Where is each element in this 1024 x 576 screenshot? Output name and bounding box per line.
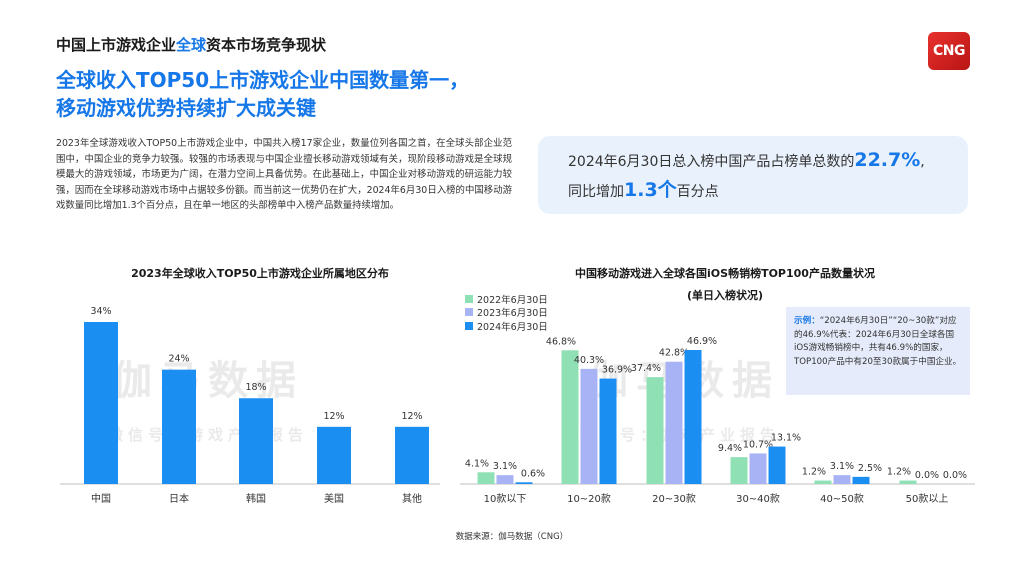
chart2-bar-4-2 [852, 476, 870, 484]
chart2-bar-1-2 [599, 378, 617, 484]
chart2-value-label-3-2: 13.1% [771, 433, 801, 444]
chart2-bar-2-1 [665, 361, 683, 484]
chart2-value-label-5-1: 0.0% [915, 470, 939, 481]
chart2-value-label-5-0: 1.2% [887, 467, 911, 478]
chart1-category-4: 其他 [402, 492, 422, 505]
chart1-title: 2023年全球收入TOP50上市游戏企业所属地区分布 [131, 267, 389, 280]
headline: 全球收入TOP50上市游戏企业中国数量第一， 移动游戏优势持续扩大成关键 [56, 66, 469, 122]
watermark-main-left: 伽马数据 [112, 358, 304, 404]
chart2-bar-3-1 [749, 453, 767, 484]
chart2-value-label-1-0: 46.8% [546, 336, 576, 347]
chart2-bar-2-2 [684, 350, 702, 484]
chart1-value-label-2: 18% [245, 382, 266, 393]
chart2-bar-0-1 [496, 475, 514, 484]
chart2-category-5: 50款以上 [906, 492, 949, 505]
cng-logo: CNG [928, 32, 970, 70]
legend-swatch-2022 [465, 294, 473, 303]
headline-line-1: 全球收入TOP50上市游戏企业中国数量第一， [56, 68, 470, 92]
chart1-value-label-1: 24% [168, 354, 189, 365]
legend-item-2024: 2024年6月30日 [465, 319, 548, 333]
chart2-bar-0-2 [515, 482, 533, 484]
chart2-value-label-0-1: 3.1% [493, 461, 517, 472]
highlight-prefix: 2024年6月30日总入榜中国产品占榜单总数的 [568, 154, 855, 170]
chart1-category-3: 美国 [324, 492, 344, 505]
chart2-value-label-2-1: 42.8% [659, 348, 689, 359]
chart2-legend: 2022年6月30日 2023年6月30日 2024年6月30日 [465, 292, 548, 333]
title-highlight: 全球 [176, 36, 207, 54]
chart1-bar-0 [84, 322, 118, 484]
chart2-bar-2-0 [646, 377, 664, 484]
chart2-bar-3-2 [768, 446, 786, 484]
highlight-line-1: 2024年6月30日总入榜中国产品占榜单总数的22.7%, [568, 146, 968, 176]
highlight-line2-suffix: 百分点 [676, 184, 719, 200]
title-part-2: 资本市场竞争现状 [206, 36, 327, 54]
chart2-value-label-1-1: 40.3% [574, 355, 604, 366]
chart2-value-label-0-2: 0.6% [521, 468, 545, 479]
chart2-title: 中国移动游戏进入全球各国iOS畅销榜TOP100产品数量状况 [575, 267, 875, 280]
data-source: 数据来源：伽马数据（CNG） [455, 532, 569, 542]
chart2-value-label-4-2: 2.5% [858, 463, 882, 474]
chart1-value-label-3: 12% [323, 411, 344, 422]
highlight-line-2: 同比增加1.3个百分点 [568, 176, 968, 206]
example-label: 示例： [794, 316, 820, 326]
page-title: 中国上市游戏企业全球资本市场竞争现状 [56, 34, 326, 55]
chart1-category-2: 韩国 [246, 492, 266, 505]
chart1-value-label-0: 34% [90, 306, 111, 317]
chart2-value-label-3-1: 10.7% [743, 439, 773, 450]
chart1-bar-2 [239, 398, 273, 484]
example-text: “2024年6月30日”“20~30款”对应的46.9%代表：2024年6月30… [794, 316, 962, 367]
chart2-category-0: 10款以下 [484, 492, 527, 505]
chart1-bar-3 [317, 426, 351, 484]
chart2-category-2: 20~30款 [652, 492, 696, 505]
headline-line-2: 移动游戏优势持续扩大成关键 [56, 96, 316, 120]
title-part-1: 中国上市游戏企业 [56, 36, 177, 54]
legend-label-2022: 2022年6月30日 [477, 294, 548, 306]
chart2-category-1: 10~20款 [567, 492, 611, 505]
legend-label-2024: 2024年6月30日 [477, 321, 548, 333]
chart2-value-label-2-0: 37.4% [631, 363, 661, 374]
chart2-bar-1-0 [561, 350, 579, 484]
chart2-bar-0-0 [477, 472, 495, 484]
chart2-value-label-1-2: 36.9% [602, 365, 632, 376]
chart2-bar-4-1 [833, 475, 851, 484]
chart2-value-label-5-2: 0.0% [943, 470, 967, 481]
chart2-subtitle: (单日入榜状况) [686, 289, 764, 302]
legend-item-2022: 2022年6月30日 [465, 292, 548, 306]
highlight-value-1: 22.7% [854, 149, 921, 171]
legend-swatch-2024 [465, 321, 473, 330]
chart1-bar-1 [162, 369, 196, 484]
chart2-bar-3-0 [730, 457, 748, 484]
chart2-value-label-4-1: 3.1% [830, 461, 854, 472]
highlight-box: 2024年6月30日总入榜中国产品占榜单总数的22.7%, 同比增加1.3个百分… [538, 136, 968, 214]
chart2-value-label-4-0: 1.2% [802, 467, 826, 478]
highlight-suffix: , [920, 154, 925, 170]
legend-swatch-2023 [465, 308, 473, 317]
chart2-bar-4-0 [814, 480, 832, 484]
legend-label-2023: 2023年6月30日 [477, 308, 548, 320]
legend-item-2023: 2023年6月30日 [465, 306, 548, 320]
example-note: 示例：“2024年6月30日”“20~30款”对应的46.9%代表：2024年6… [786, 307, 970, 395]
chart2-value-label-3-0: 9.4% [718, 443, 742, 454]
body-paragraph: 2023年全球游戏收入TOP50上市游戏企业中，中国共入榜17家企业，数量位列各… [56, 138, 512, 211]
highlight-line2-prefix: 同比增加 [568, 184, 624, 200]
chart2-bar-5-0 [899, 480, 917, 484]
chart1-value-label-4: 12% [401, 411, 422, 422]
chart1-bar-4 [395, 426, 429, 484]
chart2-value-label-0-0: 4.1% [465, 458, 489, 469]
chart2-value-label-2-2: 46.9% [687, 336, 717, 347]
chart2-category-3: 30~40款 [736, 492, 780, 505]
highlight-value-2: 1.3个 [624, 179, 677, 201]
chart1-category-1: 日本 [169, 492, 189, 505]
chart1-category-0: 中国 [91, 492, 111, 505]
chart2-bar-1-1 [580, 368, 598, 484]
chart2-category-4: 40~50款 [820, 492, 864, 505]
